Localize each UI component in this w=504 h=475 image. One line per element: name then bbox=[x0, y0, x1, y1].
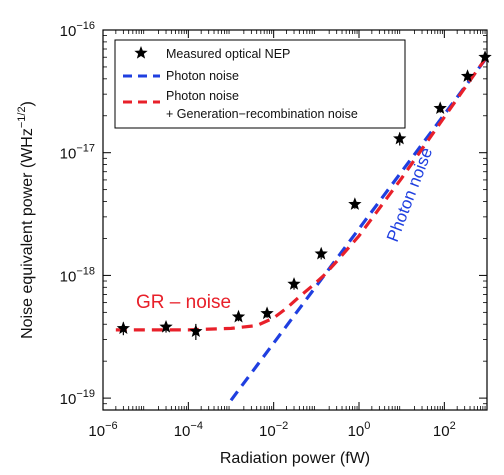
tick-layer: 10−6 10−4 10−2 100 102 10−19 10−18 10−17 10−16 bbox=[60, 20, 487, 440]
y-axis-title-end: ) bbox=[19, 101, 36, 106]
legend-label-gr-line1: Photon noise bbox=[166, 89, 239, 103]
measured-point bbox=[433, 101, 447, 114]
measured-point bbox=[260, 306, 274, 320]
measured-point bbox=[231, 309, 246, 323]
measured-point bbox=[393, 131, 407, 145]
measured-point bbox=[460, 69, 475, 82]
x-tick-label: 100 bbox=[348, 420, 371, 440]
measured-point bbox=[478, 50, 492, 63]
gr-noise-line bbox=[115, 55, 487, 332]
legend-label-measured: Measured optical NEP bbox=[166, 47, 290, 61]
series-layer bbox=[115, 55, 487, 402]
y-tick-label: 10−18 bbox=[60, 265, 95, 285]
legend-star-icon bbox=[134, 46, 148, 59]
y-axis-title-base: Noise equivalent power (WHz bbox=[19, 128, 36, 339]
x-tick-label: 10−4 bbox=[174, 420, 203, 440]
measured-point bbox=[287, 277, 301, 290]
legend: Measured optical NEP Photon noise Photon… bbox=[114, 39, 406, 129]
x-tick-label: 10−6 bbox=[88, 420, 117, 440]
x-axis-title: Radiation power (fW) bbox=[220, 450, 370, 467]
y-axis-title: Noise equivalent power (WHz−1/2) bbox=[16, 101, 36, 339]
y-tick-label: 10−16 bbox=[60, 20, 95, 40]
x-tick-label: 10−2 bbox=[259, 420, 288, 440]
gr-noise-annotation: GR – noise bbox=[136, 292, 231, 313]
y-axis-title-exp: −1/2 bbox=[16, 106, 28, 128]
measured-point bbox=[348, 197, 362, 210]
marker-layer bbox=[116, 50, 492, 341]
measured-point bbox=[189, 324, 203, 338]
measured-point bbox=[314, 246, 328, 260]
plot-frame bbox=[102, 29, 488, 411]
y-tick-label: 10−19 bbox=[60, 388, 95, 408]
legend-label-gr-line2: + Generation−recombination noise bbox=[166, 107, 358, 121]
y-tick-label: 10−17 bbox=[60, 143, 95, 163]
measured-point bbox=[116, 321, 131, 335]
measured-point bbox=[159, 319, 173, 333]
legend-box bbox=[114, 39, 406, 129]
x-tick-label: 102 bbox=[433, 420, 456, 440]
legend-label-photon: Photon noise bbox=[166, 69, 239, 83]
